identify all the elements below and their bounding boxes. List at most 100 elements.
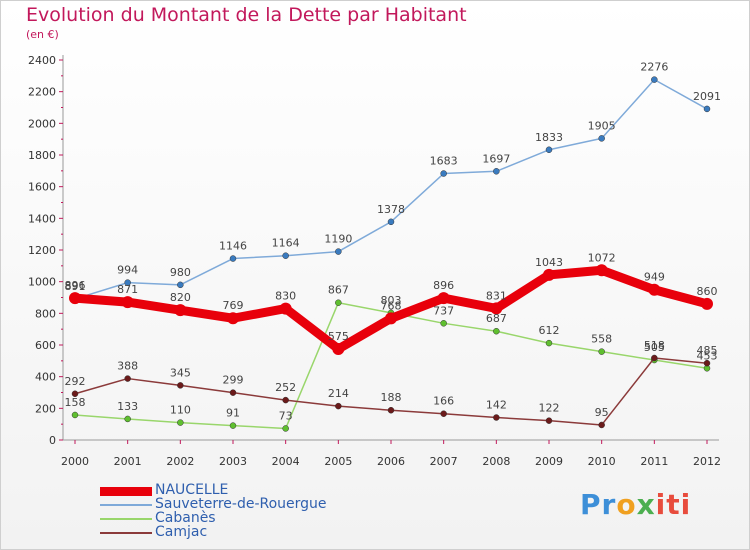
data-point: [71, 390, 79, 398]
data-label: 1190: [324, 233, 352, 246]
data-point: [651, 354, 658, 362]
data-point: [177, 419, 184, 426]
data-point: [177, 382, 184, 389]
data-point: [335, 402, 342, 410]
data-point: [229, 389, 237, 396]
data-point: [703, 359, 711, 367]
data-label: 1043: [535, 256, 563, 269]
data-label: 896: [433, 279, 454, 292]
x-tick-label: 2008: [482, 455, 510, 468]
data-label: 1164: [272, 237, 300, 250]
legend-item: Sauveterre-de-Rouergue: [100, 496, 420, 512]
data-label: 188: [381, 391, 402, 404]
legend-swatch: [100, 532, 152, 534]
data-point: [545, 339, 553, 347]
y-tick-label: 1400: [28, 212, 56, 225]
data-label: 110: [170, 404, 191, 417]
data-label: 687: [486, 312, 507, 325]
x-tick-label: 2009: [535, 455, 563, 468]
y-tick-label: 1800: [28, 149, 56, 162]
data-label: 769: [223, 299, 244, 312]
data-label: 575: [328, 330, 349, 343]
data-point: [545, 146, 553, 154]
y-tick-label: 200: [35, 402, 56, 415]
x-tick-label: 2010: [588, 455, 616, 468]
data-point: [124, 375, 131, 382]
data-label: 803: [381, 294, 402, 307]
legend-swatch: [100, 486, 152, 496]
data-label: 1697: [482, 152, 510, 165]
data-point: [121, 296, 134, 309]
data-label: 95: [595, 406, 609, 419]
data-point: [440, 170, 447, 177]
data-label: 831: [486, 289, 507, 302]
data-point: [69, 292, 81, 305]
x-tick-label: 2003: [219, 455, 247, 468]
data-point: [177, 281, 184, 289]
y-tick-label: 2200: [28, 86, 56, 99]
data-label: 91: [226, 407, 240, 420]
legend-item: Cabanès: [100, 510, 420, 526]
data-label: 737: [433, 304, 454, 317]
chart-title: Evolution du Montant de la Dette par Hab…: [26, 4, 467, 26]
data-point: [387, 406, 395, 414]
data-point: [174, 304, 187, 317]
data-label: 558: [591, 333, 612, 346]
x-tick-label: 2001: [114, 455, 142, 468]
data-label: 1683: [430, 155, 458, 168]
data-point: [124, 415, 131, 423]
data-label: 166: [433, 395, 454, 408]
legend-item: Camjac: [100, 524, 420, 540]
data-label: 891: [65, 280, 86, 293]
data-label: 345: [170, 366, 191, 379]
data-point: [282, 425, 289, 432]
data-point: [387, 218, 395, 226]
y-tick-label: 0: [49, 434, 56, 447]
x-tick-label: 2007: [430, 455, 458, 468]
data-label: 768: [381, 299, 402, 312]
x-tick-label: 2005: [324, 455, 352, 468]
data-point: [332, 342, 345, 355]
data-label: 1072: [588, 251, 616, 264]
x-tick-label: 2002: [166, 455, 194, 468]
x-tick-label: 2004: [272, 455, 300, 468]
data-point: [490, 302, 503, 315]
data-point: [493, 168, 500, 175]
legend-label: Cabanès: [155, 510, 216, 526]
data-label: 453: [697, 349, 718, 362]
data-point: [648, 283, 661, 296]
data-point: [385, 312, 397, 325]
data-label: 122: [539, 402, 560, 415]
data-label: 867: [328, 284, 349, 297]
data-label: 158: [65, 396, 86, 409]
data-label: 2276: [640, 61, 668, 74]
legend-swatch: [100, 518, 152, 520]
y-tick-label: 1000: [28, 276, 56, 289]
data-label: 388: [117, 360, 138, 373]
data-point: [493, 327, 500, 335]
data-label: 73: [279, 409, 293, 422]
data-point: [595, 264, 608, 277]
y-tick-label: 1200: [28, 244, 56, 257]
legend-label: NAUCELLE: [155, 482, 229, 498]
proxiti-logo: Proxiti: [580, 488, 692, 521]
data-point: [335, 248, 342, 255]
data-label: 1833: [535, 131, 563, 144]
data-label: 860: [697, 285, 718, 298]
data-label: 949: [644, 271, 665, 284]
data-point: [493, 414, 500, 421]
data-point: [279, 302, 292, 315]
y-tick-label: 600: [35, 339, 56, 352]
data-label: 1378: [377, 203, 405, 216]
data-point: [545, 417, 553, 424]
data-label: 896: [65, 279, 86, 292]
data-label: 252: [275, 381, 296, 394]
data-label: 299: [223, 374, 244, 387]
data-point: [124, 279, 131, 286]
data-label: 994: [117, 264, 138, 277]
data-point: [229, 422, 237, 429]
data-label: 820: [170, 291, 191, 304]
data-point: [440, 410, 447, 417]
data-point: [437, 292, 450, 305]
